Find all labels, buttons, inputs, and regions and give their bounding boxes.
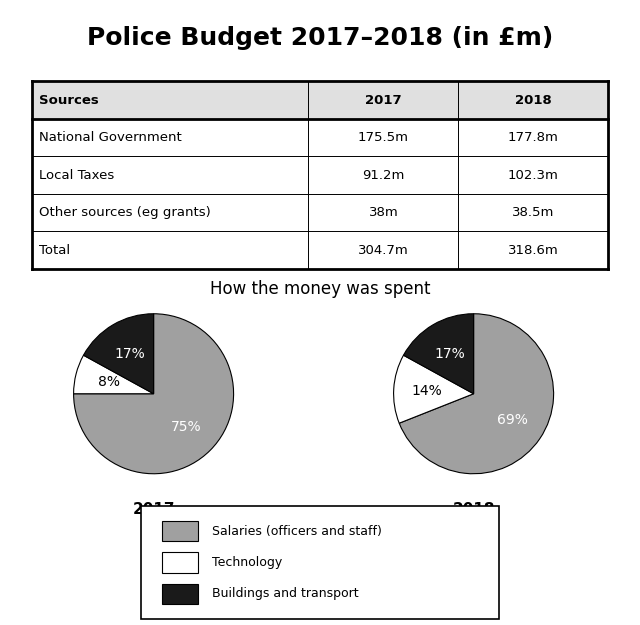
Text: 75%: 75% bbox=[171, 419, 202, 434]
Bar bbox=[458, 231, 608, 269]
Text: 2018: 2018 bbox=[452, 502, 495, 517]
Text: 2017: 2017 bbox=[132, 502, 175, 517]
Wedge shape bbox=[74, 314, 234, 474]
Wedge shape bbox=[394, 355, 474, 423]
Text: 17%: 17% bbox=[435, 347, 465, 361]
Bar bbox=[32, 119, 308, 156]
Text: 91.2m: 91.2m bbox=[362, 169, 404, 181]
Bar bbox=[32, 81, 308, 119]
Wedge shape bbox=[403, 314, 474, 394]
Bar bbox=[308, 119, 458, 156]
Text: Other sources (eg grants): Other sources (eg grants) bbox=[39, 206, 211, 219]
Text: 38m: 38m bbox=[369, 206, 398, 219]
Text: Salaries (officers and staff): Salaries (officers and staff) bbox=[212, 524, 382, 538]
Wedge shape bbox=[74, 355, 154, 394]
Bar bbox=[163, 521, 198, 541]
Bar bbox=[458, 81, 608, 119]
Text: Police Budget 2017–2018 (in £m): Police Budget 2017–2018 (in £m) bbox=[87, 26, 553, 49]
Text: National Government: National Government bbox=[39, 131, 182, 144]
Text: How the money was spent: How the money was spent bbox=[210, 280, 430, 298]
Bar bbox=[308, 231, 458, 269]
Bar bbox=[163, 584, 198, 604]
Text: 69%: 69% bbox=[497, 413, 527, 427]
Text: 38.5m: 38.5m bbox=[512, 206, 554, 219]
Text: Local Taxes: Local Taxes bbox=[39, 169, 114, 181]
Text: 318.6m: 318.6m bbox=[508, 244, 559, 256]
Bar bbox=[458, 156, 608, 194]
Wedge shape bbox=[83, 314, 154, 394]
Wedge shape bbox=[399, 314, 554, 474]
Bar bbox=[458, 194, 608, 231]
Bar bbox=[32, 194, 308, 231]
Bar bbox=[308, 81, 458, 119]
Text: Buildings and transport: Buildings and transport bbox=[212, 588, 359, 601]
Text: Technology: Technology bbox=[212, 556, 283, 569]
Bar bbox=[458, 119, 608, 156]
Bar bbox=[32, 231, 308, 269]
Bar bbox=[163, 552, 198, 572]
Text: 175.5m: 175.5m bbox=[358, 131, 409, 144]
Bar bbox=[32, 156, 308, 194]
Text: 102.3m: 102.3m bbox=[508, 169, 559, 181]
Text: Sources: Sources bbox=[39, 94, 99, 106]
Text: 177.8m: 177.8m bbox=[508, 131, 559, 144]
Text: 14%: 14% bbox=[412, 384, 443, 398]
Text: 304.7m: 304.7m bbox=[358, 244, 409, 256]
Text: 2017: 2017 bbox=[365, 94, 402, 106]
Text: 2018: 2018 bbox=[515, 94, 552, 106]
Bar bbox=[308, 194, 458, 231]
Bar bbox=[308, 156, 458, 194]
Text: 17%: 17% bbox=[115, 347, 145, 361]
Text: 8%: 8% bbox=[98, 375, 120, 389]
Text: Total: Total bbox=[39, 244, 70, 256]
